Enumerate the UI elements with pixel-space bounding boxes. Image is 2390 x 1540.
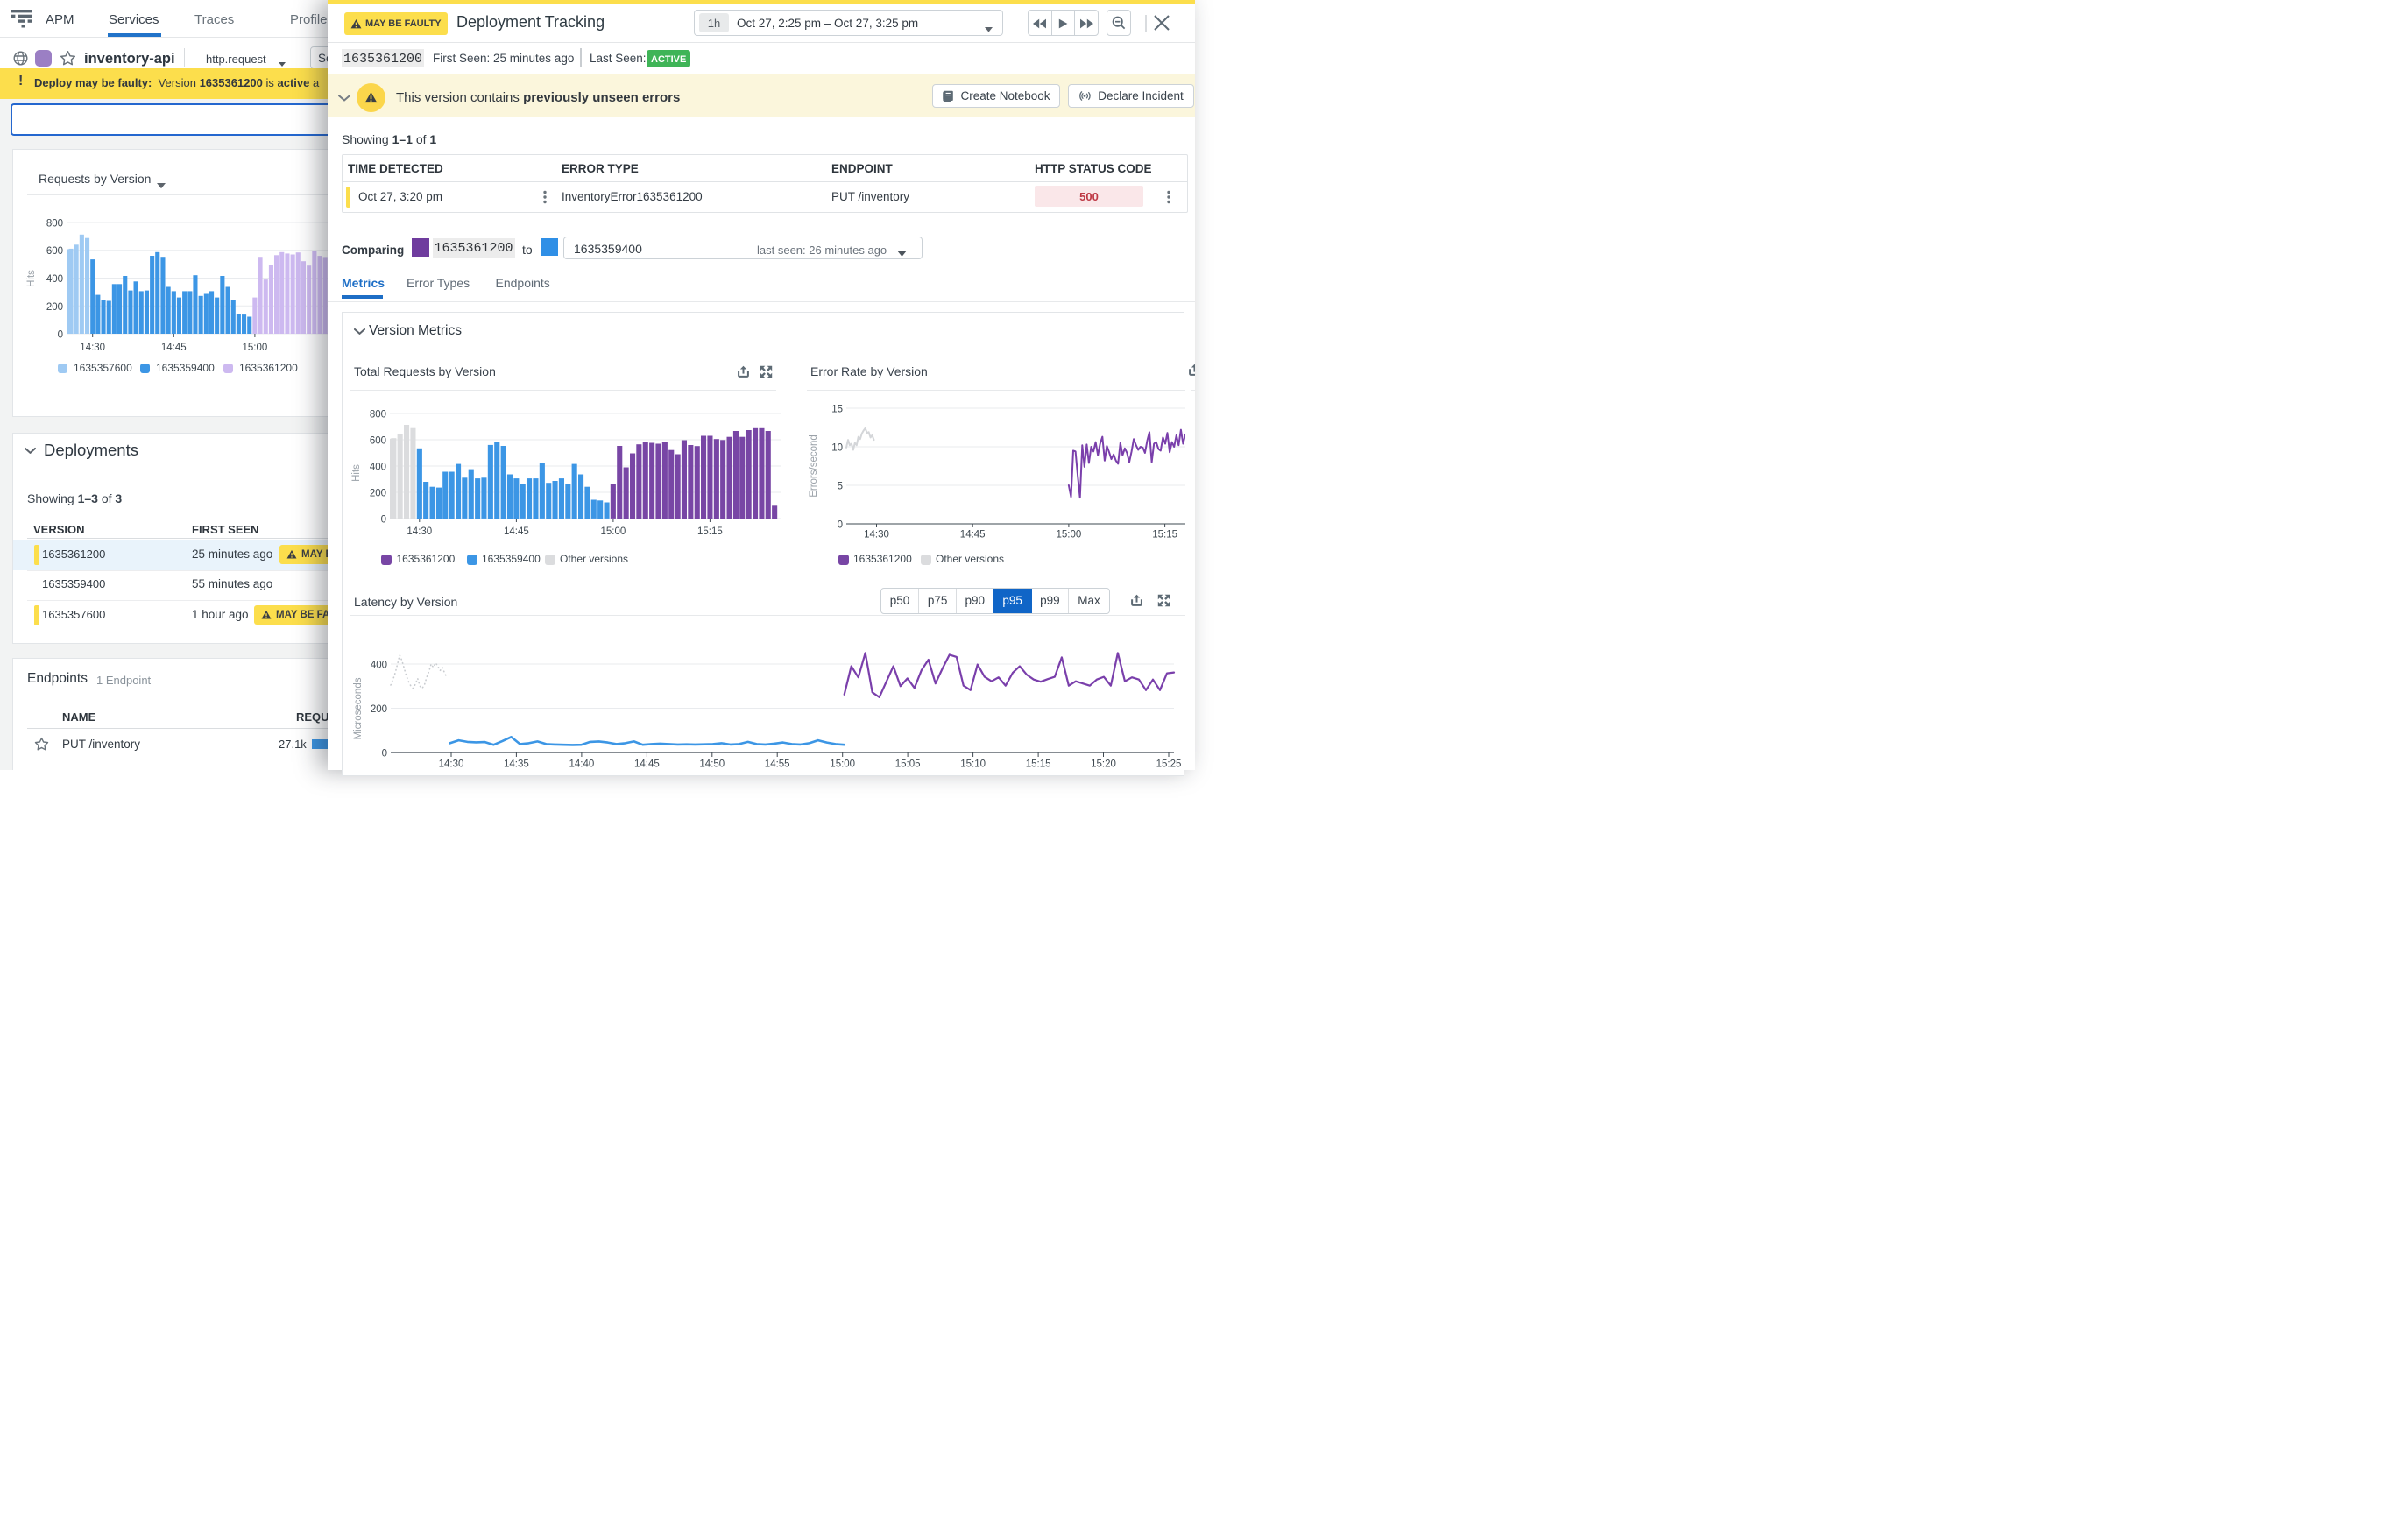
svg-text:0: 0 xyxy=(382,749,387,759)
svg-text:600: 600 xyxy=(370,436,386,447)
svg-text:14:45: 14:45 xyxy=(161,343,187,353)
svg-text:200: 200 xyxy=(46,302,63,313)
svg-text:14:45: 14:45 xyxy=(504,526,529,537)
svg-text:15:20: 15:20 xyxy=(1091,759,1116,770)
svg-text:0: 0 xyxy=(381,515,386,526)
svg-text:14:50: 14:50 xyxy=(699,759,725,770)
svg-text:Hits: Hits xyxy=(351,464,362,482)
svg-text:200: 200 xyxy=(370,489,386,499)
svg-text:Microseconds: Microseconds xyxy=(353,677,364,739)
svg-text:15:10: 15:10 xyxy=(960,759,986,770)
svg-text:14:30: 14:30 xyxy=(407,526,432,537)
svg-text:15:15: 15:15 xyxy=(1026,759,1051,770)
svg-text:14:30: 14:30 xyxy=(80,343,105,353)
svg-text:15:00: 15:00 xyxy=(1057,530,1082,540)
svg-text:15:25: 15:25 xyxy=(1156,759,1182,770)
svg-text:Errors/second: Errors/second xyxy=(809,434,819,498)
svg-text:200: 200 xyxy=(371,704,387,715)
svg-text:14:45: 14:45 xyxy=(960,530,986,540)
svg-text:15: 15 xyxy=(831,405,843,415)
svg-text:15:00: 15:00 xyxy=(830,759,855,770)
svg-text:0: 0 xyxy=(58,330,63,341)
svg-text:15:00: 15:00 xyxy=(243,343,268,353)
svg-text:400: 400 xyxy=(371,661,387,671)
svg-text:14:35: 14:35 xyxy=(504,759,529,770)
svg-text:14:40: 14:40 xyxy=(569,759,595,770)
svg-text:14:30: 14:30 xyxy=(439,759,464,770)
svg-text:400: 400 xyxy=(370,463,386,473)
svg-text:14:30: 14:30 xyxy=(864,530,889,540)
svg-text:15:00: 15:00 xyxy=(601,526,626,537)
svg-text:800: 800 xyxy=(370,410,386,420)
svg-text:600: 600 xyxy=(46,246,63,257)
svg-text:5: 5 xyxy=(838,482,843,492)
svg-text:400: 400 xyxy=(46,274,63,285)
svg-text:0: 0 xyxy=(838,520,843,531)
svg-text:15:05: 15:05 xyxy=(895,759,921,770)
svg-text:15:15: 15:15 xyxy=(1152,530,1177,540)
svg-text:15:15: 15:15 xyxy=(697,526,723,537)
svg-text:Hits: Hits xyxy=(26,270,37,287)
svg-text:14:55: 14:55 xyxy=(765,759,790,770)
svg-text:14:45: 14:45 xyxy=(634,759,660,770)
svg-text:800: 800 xyxy=(46,219,63,230)
svg-text:10: 10 xyxy=(831,443,843,454)
